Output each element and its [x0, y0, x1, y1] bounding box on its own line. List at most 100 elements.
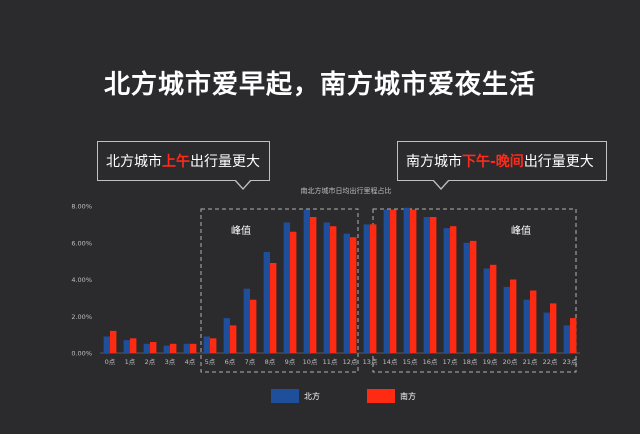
bar-south — [510, 279, 517, 353]
bar-south — [170, 343, 177, 353]
x-tick-label: 11点 — [323, 358, 338, 366]
bar-south — [490, 264, 497, 353]
bar-north — [483, 268, 490, 353]
callout-south: 南方城市下午-晚间出行量更大 — [397, 141, 607, 190]
x-tick-label: 0点 — [105, 358, 116, 366]
x-tick-label: 12点 — [343, 358, 358, 366]
bar-south — [190, 343, 197, 353]
callout-south-text: 南方城市 — [406, 154, 462, 170]
legend-swatch-south — [367, 389, 395, 403]
x-tick-label: 21点 — [523, 358, 538, 366]
bar-north — [163, 345, 170, 353]
y-tick-label: 2.00% — [71, 313, 92, 321]
bar-north — [283, 222, 290, 353]
bar-south — [430, 217, 437, 353]
bar-north — [143, 343, 150, 353]
x-tick-label: 17点 — [443, 358, 458, 366]
bar-north — [123, 340, 130, 353]
bar-north — [503, 286, 510, 353]
x-tick-label: 1点 — [125, 358, 136, 366]
x-tick-label: 5点 — [205, 358, 216, 366]
bar-north — [303, 209, 310, 353]
callout-south-suffix: 出行量更大 — [523, 154, 594, 170]
bar-north — [523, 299, 530, 353]
bar-north — [183, 343, 190, 353]
bar-south — [270, 263, 277, 353]
x-axis: 0点 1点 2点 3点 4点 5点 6点 7点 8点 9点 10点 11点 12点 13点 14点 15点 16… — [105, 358, 578, 366]
legend: 北方 南方 — [271, 389, 416, 403]
bar-north — [363, 224, 370, 353]
x-tick-label: 16点 — [423, 358, 438, 366]
bar-south — [470, 240, 477, 353]
x-tick-label: 2点 — [145, 358, 156, 366]
bar-south — [410, 209, 417, 353]
bar-south — [110, 330, 117, 353]
bar-north — [263, 251, 270, 353]
bar-north — [323, 222, 330, 353]
y-tick-label: 0.00% — [71, 350, 92, 358]
bar-south — [130, 338, 137, 353]
bar-south — [210, 338, 217, 353]
bar-south — [290, 231, 297, 353]
callout-north-pointer — [234, 179, 252, 190]
bar-north — [563, 325, 570, 353]
bar-north — [343, 233, 350, 353]
x-tick-label: 23点 — [563, 358, 578, 366]
bar-north — [103, 336, 110, 353]
bars-group — [103, 207, 577, 354]
bar-south — [330, 226, 337, 353]
bar-south — [150, 342, 157, 353]
x-tick-label: 20点 — [503, 358, 518, 366]
y-axis: 0.00% 2.00% 4.00% 6.00% 8.00% — [71, 203, 580, 358]
bar-north — [443, 228, 450, 353]
page-title: 北方城市爱早起，南方城市爱夜生活 — [103, 70, 536, 100]
bar-south — [250, 299, 257, 353]
legend-swatch-north — [271, 389, 299, 403]
y-tick-label: 8.00% — [71, 203, 92, 211]
x-tick-label: 8点 — [265, 358, 276, 366]
peak-label-right: 峰值 — [511, 224, 531, 237]
x-tick-label: 10点 — [303, 358, 318, 366]
bar-north — [203, 336, 210, 353]
bar-south — [390, 209, 397, 353]
callout-north-text: 北方城市 — [106, 154, 162, 170]
bar-south — [370, 224, 377, 353]
bar-north — [403, 207, 410, 353]
bar-north — [383, 209, 390, 353]
x-tick-label: 19点 — [483, 358, 498, 366]
bar-south — [350, 237, 357, 353]
bar-north — [243, 288, 250, 353]
y-tick-label: 4.00% — [71, 276, 92, 284]
x-tick-label: 7点 — [245, 358, 256, 366]
x-tick-label: 14点 — [383, 358, 398, 366]
x-tick-label: 3点 — [165, 358, 176, 366]
legend-label-north: 北方 — [304, 391, 320, 401]
x-tick-label: 18点 — [463, 358, 478, 366]
chart-title: 南北方城市日均出行里程占比 — [301, 186, 392, 195]
bar-north — [223, 318, 230, 353]
bar-north — [543, 312, 550, 353]
bar-south — [230, 325, 237, 353]
x-tick-label: 22点 — [543, 358, 558, 366]
bar-south — [550, 303, 557, 353]
peak-region-left — [200, 208, 359, 373]
callout-south-highlight: 下午-晚间 — [462, 154, 524, 170]
callout-south-pointer — [432, 179, 450, 190]
legend-label-south: 南方 — [400, 391, 416, 401]
callout-north-highlight: 上午 — [162, 154, 190, 170]
bar-north — [463, 242, 470, 354]
bar-south — [450, 226, 457, 353]
bar-south — [310, 217, 317, 353]
x-tick-label: 15点 — [403, 358, 418, 366]
callout-north-suffix: 出行量更大 — [190, 154, 260, 170]
callout-north: 北方城市上午出行量更大 — [97, 141, 270, 190]
bar-south — [530, 290, 537, 353]
x-tick-label: 13点 — [363, 358, 378, 366]
x-tick-label: 6点 — [225, 358, 236, 366]
x-tick-label: 4点 — [185, 358, 196, 366]
peak-label-left: 峰值 — [231, 224, 251, 237]
peak-region-right — [372, 208, 577, 373]
bar-south — [570, 318, 577, 353]
bar-north — [423, 217, 430, 353]
